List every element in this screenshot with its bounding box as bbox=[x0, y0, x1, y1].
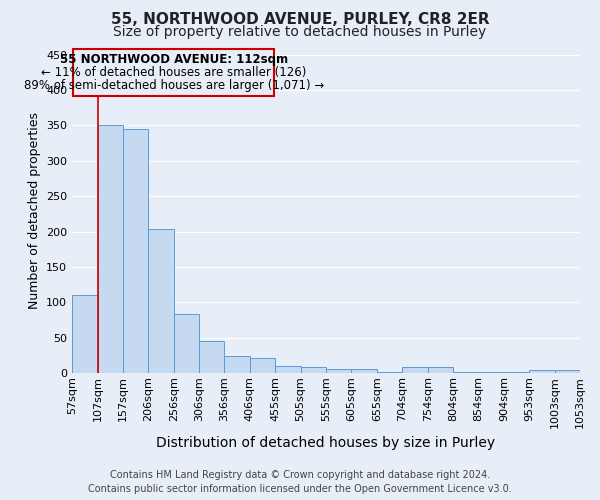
Bar bbox=[377, 372, 402, 373]
X-axis label: Distribution of detached houses by size in Purley: Distribution of detached houses by size … bbox=[157, 436, 496, 450]
Text: 55 NORTHWOOD AVENUE: 112sqm: 55 NORTHWOOD AVENUE: 112sqm bbox=[59, 52, 288, 66]
Bar bbox=[199, 340, 224, 373]
Text: Size of property relative to detached houses in Purley: Size of property relative to detached ho… bbox=[113, 25, 487, 39]
Bar bbox=[453, 372, 478, 373]
Bar bbox=[529, 370, 554, 373]
Bar bbox=[478, 372, 504, 373]
Bar bbox=[123, 129, 148, 373]
Bar bbox=[554, 370, 580, 373]
Bar bbox=[301, 368, 326, 373]
Bar bbox=[352, 369, 377, 373]
Y-axis label: Number of detached properties: Number of detached properties bbox=[28, 112, 41, 309]
Bar bbox=[72, 296, 98, 373]
FancyBboxPatch shape bbox=[73, 49, 274, 96]
Bar bbox=[504, 372, 529, 373]
Text: 89% of semi-detached houses are larger (1,071) →: 89% of semi-detached houses are larger (… bbox=[23, 79, 324, 92]
Bar bbox=[98, 126, 123, 373]
Text: ← 11% of detached houses are smaller (126): ← 11% of detached houses are smaller (12… bbox=[41, 66, 307, 79]
Bar bbox=[428, 368, 453, 373]
Bar bbox=[250, 358, 275, 373]
Bar bbox=[275, 366, 301, 373]
Bar bbox=[174, 314, 199, 373]
Text: Contains HM Land Registry data © Crown copyright and database right 2024.
Contai: Contains HM Land Registry data © Crown c… bbox=[88, 470, 512, 494]
Bar bbox=[326, 369, 352, 373]
Text: 55, NORTHWOOD AVENUE, PURLEY, CR8 2ER: 55, NORTHWOOD AVENUE, PURLEY, CR8 2ER bbox=[110, 12, 490, 28]
Bar bbox=[224, 356, 250, 373]
Bar bbox=[402, 368, 428, 373]
Bar bbox=[148, 230, 174, 373]
